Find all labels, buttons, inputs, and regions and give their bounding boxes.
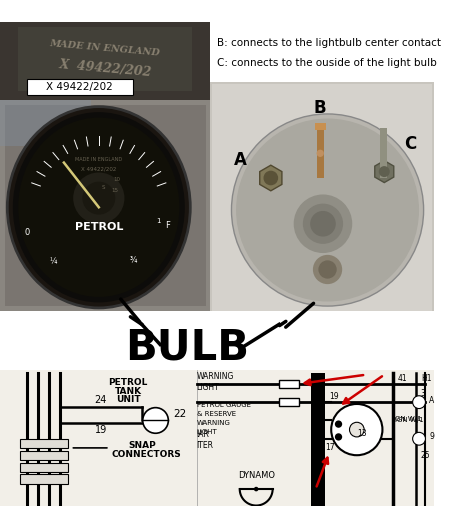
Text: H1: H1: [421, 374, 431, 383]
Text: IAR: IAR: [197, 430, 210, 439]
Bar: [20, 450, 68, 460]
Text: MADE IN ENGLAND: MADE IN ENGLAND: [75, 157, 122, 162]
Text: F: F: [165, 221, 170, 230]
Bar: [210, 82, 434, 324]
Circle shape: [231, 114, 424, 306]
Circle shape: [335, 433, 342, 440]
Text: PETROL GAUGE: PETROL GAUGE: [197, 402, 251, 408]
Text: 41: 41: [398, 374, 408, 383]
Text: WARNING: WARNING: [197, 420, 230, 426]
Text: B: B: [314, 99, 327, 117]
Text: GN W/1: GN W/1: [395, 416, 422, 422]
Bar: [18, 27, 192, 91]
Text: WARNING: WARNING: [197, 372, 234, 381]
Text: MADE IN ENGLAND: MADE IN ENGLAND: [50, 39, 161, 58]
Text: C: connects to the ouside of the light bulb: C: connects to the ouside of the light b…: [217, 58, 437, 68]
Text: 17: 17: [325, 444, 335, 452]
Text: TANK: TANK: [115, 386, 142, 395]
Bar: [197, 370, 434, 505]
Circle shape: [349, 422, 364, 437]
Text: X 49422/202: X 49422/202: [46, 82, 113, 92]
Text: ¾: ¾: [130, 256, 137, 265]
Text: B: connects to the lightbulb center contact: B: connects to the lightbulb center cont…: [217, 37, 441, 48]
Text: S: S: [101, 185, 105, 190]
Text: 22: 22: [173, 409, 187, 419]
Bar: [20, 475, 68, 484]
Bar: [380, 128, 387, 178]
Circle shape: [413, 396, 426, 409]
Text: UNIT: UNIT: [116, 395, 140, 404]
Text: 10: 10: [114, 177, 120, 182]
Text: IGN W/1: IGN W/1: [395, 418, 424, 423]
Text: A: A: [234, 150, 247, 169]
Ellipse shape: [7, 107, 190, 308]
Circle shape: [331, 404, 383, 455]
Text: DYNAMO: DYNAMO: [237, 471, 274, 480]
Text: BULB: BULB: [126, 326, 249, 368]
Bar: [0, 370, 197, 505]
Bar: [20, 463, 68, 472]
Text: ¼: ¼: [49, 258, 57, 267]
Text: CONNECTORS: CONNECTORS: [111, 450, 182, 459]
Circle shape: [319, 260, 337, 279]
Text: 1: 1: [156, 218, 161, 224]
Ellipse shape: [18, 118, 179, 297]
Circle shape: [313, 255, 342, 284]
Text: 13: 13: [357, 429, 366, 438]
Circle shape: [294, 194, 352, 253]
Bar: [279, 380, 299, 388]
Ellipse shape: [13, 112, 185, 303]
Text: X  49422/202: X 49422/202: [58, 58, 152, 79]
Bar: [5, 105, 206, 306]
Text: PETROL: PETROL: [109, 379, 148, 388]
Bar: [311, 373, 325, 505]
Text: A: A: [429, 396, 434, 405]
Text: 0: 0: [25, 229, 30, 238]
Text: C: C: [404, 135, 416, 153]
Text: SNAP: SNAP: [128, 441, 156, 450]
Text: 19: 19: [329, 392, 339, 401]
Text: 9: 9: [429, 432, 434, 441]
Text: 24: 24: [94, 395, 107, 406]
Circle shape: [73, 173, 125, 224]
Bar: [317, 128, 324, 178]
Circle shape: [264, 171, 278, 185]
Bar: [0, 23, 210, 100]
Bar: [0, 310, 434, 370]
Bar: [279, 399, 299, 406]
Circle shape: [82, 182, 115, 214]
Text: LIGHT: LIGHT: [197, 383, 219, 392]
Text: 15: 15: [112, 188, 119, 193]
Bar: [20, 439, 68, 448]
Text: 25: 25: [421, 451, 430, 460]
Circle shape: [335, 420, 342, 428]
Circle shape: [303, 204, 343, 244]
Text: 3: 3: [421, 389, 426, 398]
Text: ITER: ITER: [197, 441, 214, 450]
Circle shape: [254, 487, 258, 492]
Circle shape: [413, 432, 426, 445]
Circle shape: [317, 149, 324, 157]
Circle shape: [310, 211, 336, 237]
Text: X 49422/202: X 49422/202: [81, 166, 117, 172]
Circle shape: [379, 166, 390, 177]
Bar: [27, 79, 133, 95]
Text: PETROL: PETROL: [74, 222, 123, 232]
Text: LIGHT: LIGHT: [197, 429, 218, 436]
Bar: [0, 100, 91, 146]
Bar: [315, 123, 326, 130]
Bar: [0, 370, 434, 505]
Text: 19: 19: [94, 425, 107, 435]
Circle shape: [143, 408, 168, 433]
Bar: [0, 100, 210, 310]
Bar: [212, 84, 432, 323]
Text: & RESERVE: & RESERVE: [197, 411, 236, 417]
Circle shape: [236, 118, 419, 301]
